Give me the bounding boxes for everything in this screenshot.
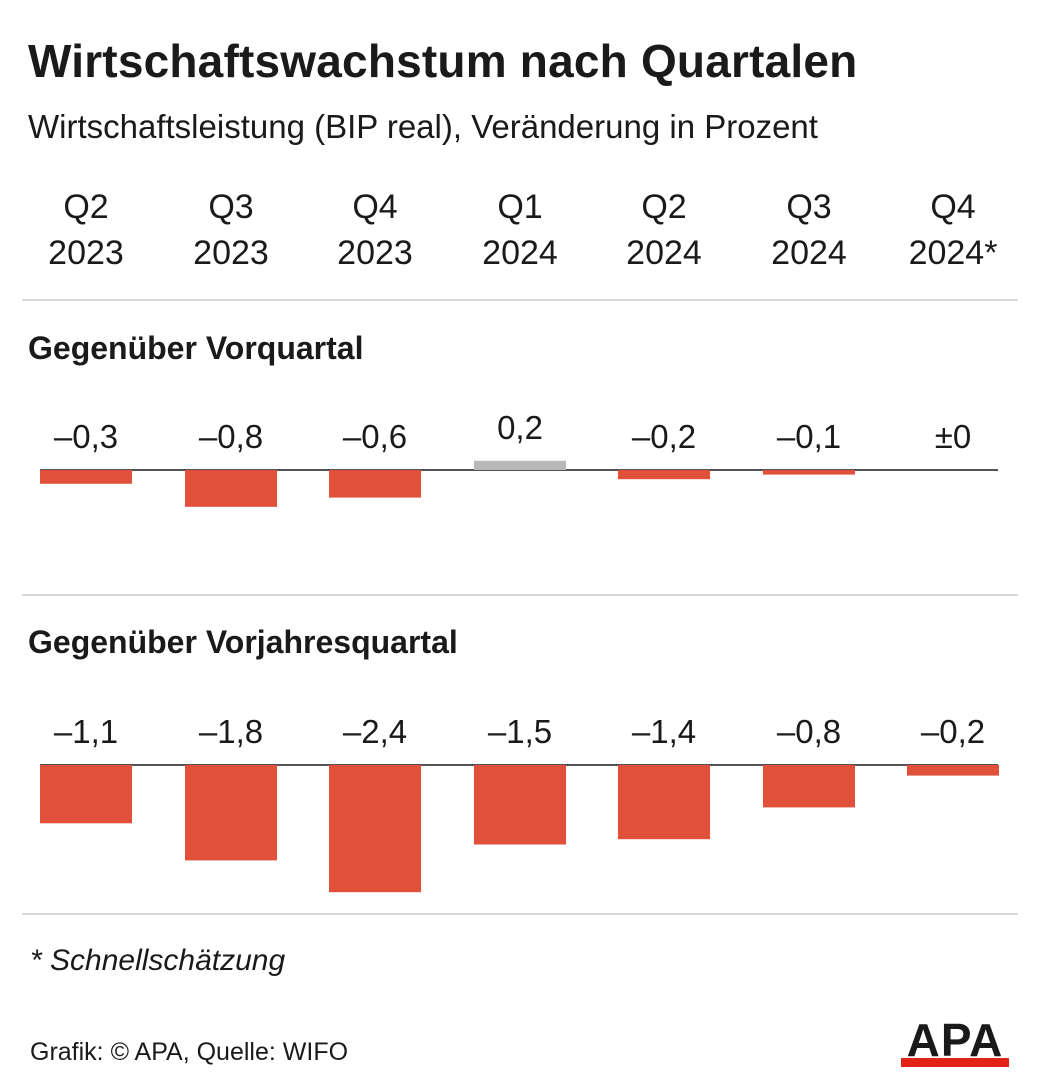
bar <box>40 765 132 824</box>
category-year: 2023 <box>193 234 269 272</box>
bar <box>763 765 855 808</box>
category-quarter: Q1 <box>497 188 543 226</box>
category-year: 2023 <box>48 234 124 272</box>
bar <box>474 460 566 470</box>
category-year: 2024 <box>482 234 558 272</box>
bar <box>618 470 710 480</box>
bar <box>185 470 277 507</box>
data-label: –0,6 <box>343 418 407 455</box>
data-label: –0,2 <box>921 713 985 750</box>
data-label: –1,1 <box>54 713 118 750</box>
divider <box>22 299 1018 301</box>
chart-subtitle: Wirtschaftsleistung (BIP real), Veränder… <box>28 108 818 145</box>
section-title-vorjahresquartal: Gegenüber Vorjahresquartal <box>28 624 458 660</box>
category-quarter: Q2 <box>641 188 687 226</box>
data-label: –1,5 <box>488 713 552 750</box>
bar <box>329 765 421 893</box>
category-quarter: Q3 <box>208 188 254 226</box>
bar <box>329 470 421 498</box>
category-quarter: Q4 <box>930 188 976 226</box>
chart-title: Wirtschaftswachstum nach Quartalen <box>28 35 858 87</box>
category-year: 2024 <box>626 234 702 272</box>
category-year: 2023 <box>337 234 413 272</box>
data-label: –2,4 <box>343 713 407 750</box>
footnote: * Schnellschätzung <box>30 944 286 977</box>
divider <box>22 913 1018 915</box>
bar <box>185 765 277 861</box>
category-quarter: Q2 <box>63 188 109 226</box>
data-label: ±0 <box>935 418 971 455</box>
category-label: Q4 2023 <box>310 184 440 276</box>
logo-accent-bar <box>901 1058 1009 1067</box>
bar <box>763 470 855 475</box>
bar <box>907 765 999 776</box>
category-quarter: Q3 <box>786 188 832 226</box>
category-label: Q3 2023 <box>166 184 296 276</box>
divider <box>22 594 1018 596</box>
source-credit: Grafik: © APA, Quelle: WIFO <box>30 1038 349 1066</box>
bar <box>40 470 132 484</box>
category-label: Q1 2024 <box>455 184 585 276</box>
category-label: Q2 2023 <box>21 184 151 276</box>
data-label: –0,1 <box>777 418 841 455</box>
logo-text: APA <box>907 1016 1004 1066</box>
category-year: 2024* <box>908 234 998 272</box>
data-label: –0,8 <box>777 713 841 750</box>
category-year: 2024 <box>771 234 847 272</box>
category-label: Q3 2024 <box>744 184 874 276</box>
data-label: –0,2 <box>632 418 696 455</box>
data-label: –0,3 <box>54 418 118 455</box>
category-quarter: Q4 <box>352 188 398 226</box>
data-label: 0,2 <box>497 409 543 446</box>
category-label: Q4 2024* <box>888 184 1018 276</box>
bar <box>474 765 566 845</box>
section-title-vorquartal: Gegenüber Vorquartal <box>28 330 364 366</box>
data-label: –1,4 <box>632 713 696 750</box>
chart-vorjahresquartal: –1,1 –1,8 –2,4 –1,5 –1,4 –0,8 –0,2 <box>40 713 999 893</box>
chart-vorquartal: –0,3 –0,8 –0,6 0,2 –0,2 –0,1 ±0 <box>40 409 998 507</box>
category-label: Q2 2024 <box>599 184 729 276</box>
apa-logo: APA <box>901 1016 1009 1067</box>
bar <box>618 765 710 840</box>
data-label: –0,8 <box>199 418 263 455</box>
data-label: –1,8 <box>199 713 263 750</box>
